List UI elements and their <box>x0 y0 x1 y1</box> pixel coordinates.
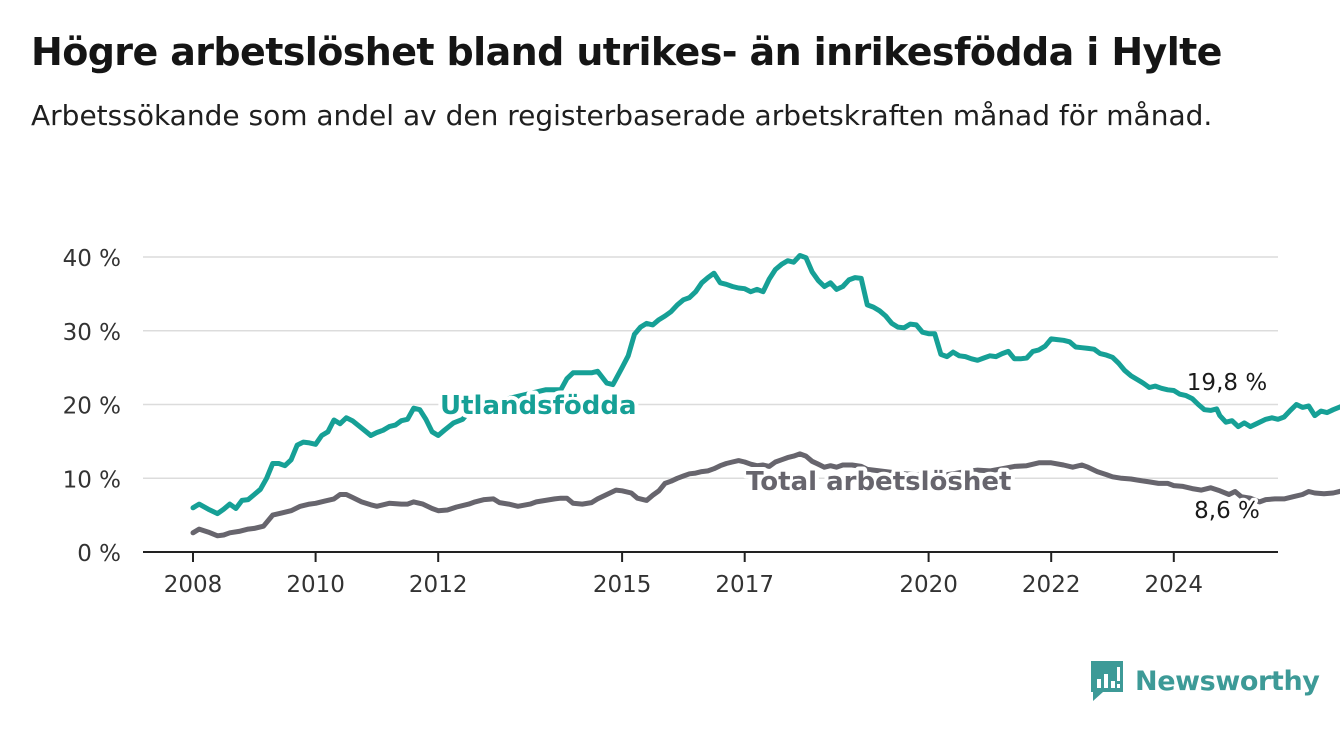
x-tick-label: 2010 <box>286 572 345 598</box>
chart-subtitle: Arbetssökande som andel av den registerb… <box>31 99 1213 132</box>
x-tick-label: 2022 <box>1022 572 1081 598</box>
y-tick-label: 40 % <box>63 246 121 272</box>
series-line-utlandsf-dda <box>190 253 1340 517</box>
x-tick-label: 2020 <box>899 572 958 598</box>
bar-chart-speech-bubble-icon <box>1091 661 1123 701</box>
series-lines <box>190 253 1340 539</box>
x-tick-label: 2012 <box>409 572 468 598</box>
y-axis-tick-labels: 0 % 10 % 20 % 30 % 40 % <box>63 246 121 567</box>
y-tick-label: 10 % <box>63 467 121 493</box>
chart-title: Högre arbetslöshet bland utrikes- än inr… <box>31 30 1222 74</box>
series-line-total-arbetsl-shet <box>190 451 1340 539</box>
series-end-value-label: 8,6 % <box>1194 498 1260 524</box>
y-tick-label: 30 % <box>63 320 121 346</box>
series-name-label: Utlandsfödda <box>440 391 637 421</box>
x-tick-label: 2008 <box>164 572 223 598</box>
line-chart: 0 % 10 % 20 % 30 % 40 % 2008 2010 2012 2015 2017… <box>63 246 1340 598</box>
grid-lines <box>143 256 1278 553</box>
newsworthy-brand: Newsworthy <box>1089 659 1320 703</box>
series-name-label: Total arbetslöshet <box>746 467 1011 497</box>
x-axis-tick-labels: 2008 2010 2012 2015 2017 2020 2022 2024 <box>164 552 1203 598</box>
series-labels: Utlandsfödda Total arbetslöshet 19,8 % 8,6 … <box>436 367 1270 527</box>
y-tick-label: 20 % <box>63 394 121 420</box>
x-tick-label: 2017 <box>715 572 774 598</box>
series-end-value-label: 19,8 % <box>1187 370 1267 396</box>
x-tick-label: 2024 <box>1145 572 1204 598</box>
brand-name: Newsworthy <box>1135 665 1320 697</box>
x-tick-label: 2015 <box>593 572 652 598</box>
y-tick-label: 0 % <box>77 541 121 567</box>
